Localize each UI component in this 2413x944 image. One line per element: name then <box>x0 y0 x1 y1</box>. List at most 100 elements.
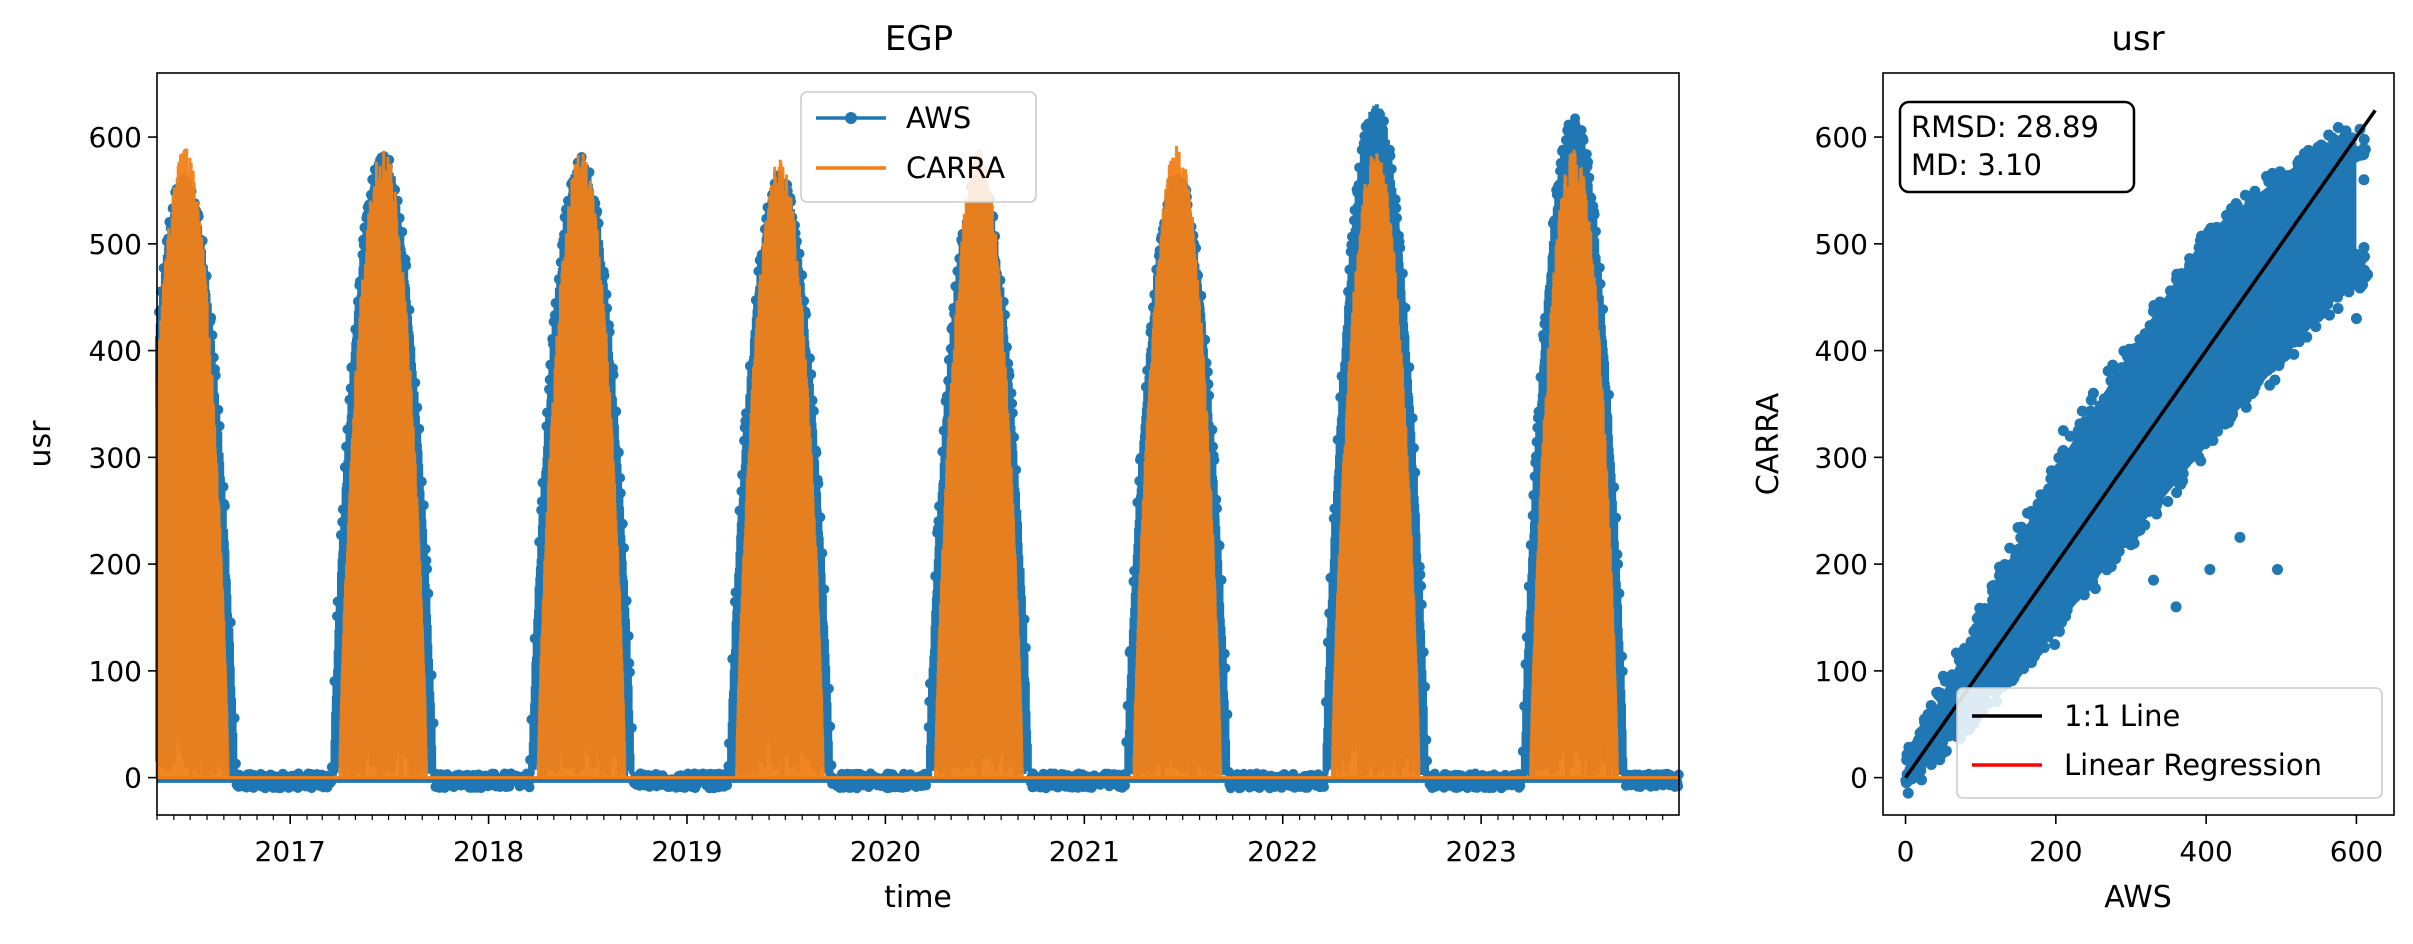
scatter-point <box>2066 449 2078 461</box>
scatter-point <box>2249 185 2261 197</box>
scatter-point <box>2175 478 2187 490</box>
scatter-point <box>2358 133 2370 145</box>
scatter-point <box>2105 393 2117 405</box>
scatter-point <box>2193 451 2205 463</box>
scatter-point <box>1901 748 1913 760</box>
scatter-point <box>2307 307 2319 319</box>
x-tick-label: 200 <box>2029 835 2082 868</box>
scatter-point <box>2028 644 2040 656</box>
timeseries-legend: AWS CARRA <box>800 91 1037 203</box>
scatter-point <box>2151 471 2163 483</box>
scatter-point <box>2089 583 2101 595</box>
scatter-outlier-point <box>2012 579 2024 591</box>
scatter-point <box>2332 122 2344 134</box>
scatter-point <box>2265 362 2277 374</box>
scatter-point <box>2069 591 2081 603</box>
scatter-point <box>2154 296 2166 308</box>
scatter-point <box>2185 256 2197 268</box>
scatter-point <box>2102 365 2114 377</box>
y-tick-label: 500 <box>1815 228 1868 261</box>
scatter-outlier-point <box>2148 505 2160 517</box>
scatter-point <box>1919 716 1931 728</box>
timeseries-panel: EGP 0 100 200 300 400 500 600 2017 2018 2019 2020… <box>23 19 1684 915</box>
scatter-point <box>2025 505 2037 517</box>
scatter-point <box>2101 543 2113 555</box>
scatter-point <box>2090 563 2102 575</box>
scatter-legend: 1:1 Line Linear Regression <box>1956 687 2383 799</box>
scatter-point <box>2125 539 2137 551</box>
scatter-point <box>2124 343 2136 355</box>
scatter-point <box>2211 221 2223 233</box>
scatter-point <box>2170 467 2182 479</box>
scatter-point <box>2358 143 2370 155</box>
scatter-point <box>2240 206 2252 218</box>
scatter-point <box>1974 602 1986 614</box>
scatter-point <box>2227 203 2239 215</box>
y-tick-label: 100 <box>89 655 142 688</box>
scatter-point <box>1990 594 2002 606</box>
scatter-x-label: AWS <box>2104 880 2172 915</box>
scatter-point <box>2264 379 2276 391</box>
scatter-point <box>2358 251 2370 263</box>
scatter-point <box>2310 289 2322 301</box>
scatter-point <box>2164 296 2176 308</box>
scatter-outlier-point <box>2290 184 2302 196</box>
scatter-point <box>2054 462 2066 474</box>
scatter-outlier-point <box>2170 601 2182 613</box>
timeseries-plot-area <box>153 104 1684 794</box>
timeseries-x-label: time <box>884 880 952 915</box>
scatter-point <box>2015 532 2027 544</box>
scatter-point <box>2330 146 2342 158</box>
scatter-point <box>2104 403 2116 415</box>
scatter-point <box>1902 787 1914 799</box>
scatter-outlier-point <box>2080 558 2092 570</box>
y-tick-label: 0 <box>124 762 142 795</box>
scatter-point <box>1955 656 1967 668</box>
scatter-point <box>2165 319 2177 331</box>
scatter-point <box>2130 359 2142 371</box>
scatter-point <box>2240 393 2252 405</box>
scatter-point <box>1932 689 1944 701</box>
scatter-point <box>2205 425 2217 437</box>
scatter-point <box>2105 375 2117 387</box>
scatter-outlier-point <box>2358 270 2370 282</box>
scatter-outlier-point <box>2320 152 2332 164</box>
y-tick-label: 200 <box>1815 548 1868 581</box>
scatter-point <box>2085 411 2097 423</box>
scatter-point <box>2236 222 2248 234</box>
scatter-point <box>1965 649 1977 661</box>
scatter-point <box>2310 162 2322 174</box>
x-tick-label: 0 <box>1897 835 1915 868</box>
scatter-point <box>2209 258 2221 270</box>
scatter-outlier-point <box>2350 313 2362 325</box>
scatter-y-label: CARRA <box>1751 392 1786 495</box>
scatter-point <box>2249 381 2261 393</box>
legend-aws-marker-swatch <box>845 112 857 124</box>
scatter-point <box>2011 666 2023 678</box>
scatter-outlier-point <box>2344 281 2356 293</box>
scatter-point <box>2162 495 2174 507</box>
scatter-point <box>1937 670 1949 682</box>
scatter-title: usr <box>2111 19 2164 59</box>
scatter-point <box>2057 484 2069 496</box>
scatter-point <box>2037 511 2049 523</box>
stats-rmsd: RMSD: 28.89 <box>1911 110 2099 144</box>
scatter-outlier-point <box>2095 526 2107 538</box>
scatter-outlier-point <box>2260 216 2272 228</box>
scatter-point <box>2312 141 2324 153</box>
scatter-point <box>1977 623 1989 635</box>
scatter-point <box>2001 566 2013 578</box>
scatter-point <box>1913 734 1925 746</box>
scatter-point <box>2120 364 2132 376</box>
scatter-point <box>2296 306 2308 318</box>
stats-box: RMSD: 28.89 MD: 3.10 <box>1898 100 2136 194</box>
scatter-point <box>2332 291 2344 303</box>
scatter-point <box>2305 316 2317 328</box>
scatter-outlier-point <box>2204 563 2216 575</box>
y-tick-label: 400 <box>89 335 142 368</box>
scatter-point <box>2302 181 2314 193</box>
y-tick-label: 200 <box>89 548 142 581</box>
scatter-point <box>2049 638 2061 650</box>
scatter-outlier-point <box>2087 387 2099 399</box>
